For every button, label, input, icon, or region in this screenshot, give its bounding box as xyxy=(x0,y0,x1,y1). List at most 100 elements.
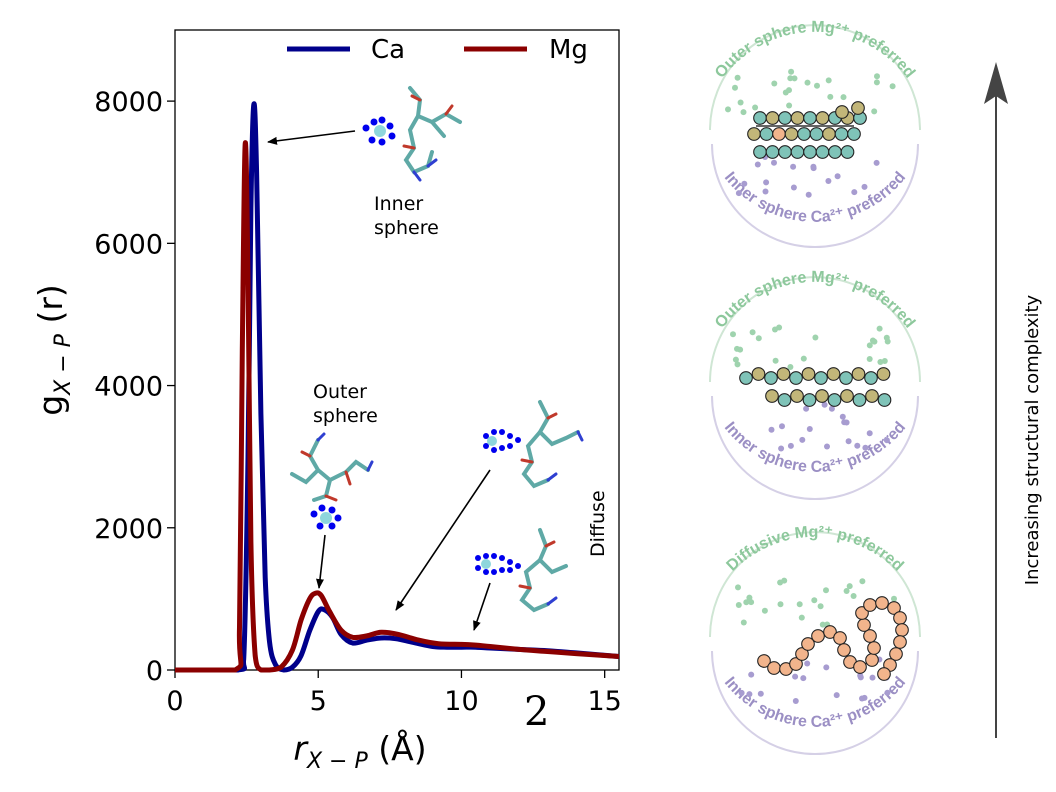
ca-ion-dot xyxy=(851,189,858,196)
mg-ion-dot xyxy=(735,602,742,608)
chain-bead xyxy=(865,653,879,667)
molecule-diffuse-illustration-2 xyxy=(475,528,568,613)
y-ticks: 0 2000 4000 6000 8000 xyxy=(94,87,175,687)
mg-ion-dot xyxy=(796,601,803,608)
mg-ion-dot xyxy=(748,599,755,606)
mg-ion-dot xyxy=(734,361,741,368)
chain-bead xyxy=(840,389,854,403)
ca-ion-dot xyxy=(845,438,852,445)
mg-ion-dot xyxy=(871,108,878,115)
mg-ion-dot xyxy=(746,594,753,601)
mg-ion-dot xyxy=(823,587,829,594)
chain-bead xyxy=(795,647,809,661)
mg-ion-dot xyxy=(743,599,750,606)
chain-bead xyxy=(857,618,871,632)
mg-ion-dot xyxy=(786,102,793,109)
mg-ion-dot xyxy=(811,597,818,604)
chain-bead xyxy=(815,145,830,159)
chain-bead xyxy=(837,643,851,657)
chain-bead xyxy=(809,127,824,141)
ca-ion-dot xyxy=(825,178,832,184)
legend-label-mg: Mg xyxy=(549,35,588,65)
mg-ion-dot xyxy=(725,106,731,113)
chain-bead xyxy=(867,641,881,655)
schematic-1-chain xyxy=(747,101,867,159)
ca-ion-dot xyxy=(866,430,873,437)
ca-ion-dot xyxy=(810,165,817,172)
ca-ion-dot xyxy=(746,691,753,698)
chain-bead xyxy=(764,371,778,385)
inner-sphere-label-line1: Inner xyxy=(374,193,423,215)
chain-bead xyxy=(815,389,829,403)
molecule-diffuse-illustration-1 xyxy=(483,400,584,489)
mg-ion-dot xyxy=(843,588,850,594)
mg-ion-dot xyxy=(786,87,792,94)
chain-bead xyxy=(864,371,878,385)
chain-bead xyxy=(835,105,849,119)
ca-ion-dot xyxy=(738,690,745,696)
chain-bead xyxy=(865,389,879,403)
chain-bead xyxy=(739,371,753,385)
diffuse-arrow-1 xyxy=(395,469,491,611)
chain-bead xyxy=(889,647,903,661)
chain-bead xyxy=(803,145,817,159)
chain-bead xyxy=(893,635,907,649)
diffuse-arrow-2 xyxy=(473,582,491,631)
mg-ion-dot xyxy=(874,73,880,80)
chain-bead xyxy=(863,598,877,612)
y-tick-label: 0 xyxy=(146,656,163,687)
mg-ion-dot xyxy=(800,355,807,362)
mg-ion-dot xyxy=(734,74,741,81)
mg-ion-dot xyxy=(804,79,811,86)
y-tick-label: 2000 xyxy=(94,514,163,545)
mg-ion-dot xyxy=(772,357,779,364)
ca-ion-dot xyxy=(763,179,770,186)
chain-bead xyxy=(801,637,815,651)
mg-ion-dot xyxy=(866,356,873,362)
x-ticks: 0 5 10 15 xyxy=(166,670,622,717)
chain-bead xyxy=(767,661,781,675)
chain-bead xyxy=(747,127,761,141)
ca-ion-dot xyxy=(833,692,840,699)
chain-bead xyxy=(847,127,861,141)
schematic-1-top-label: Outer sphere Mg²⁺ preferred xyxy=(712,19,918,82)
chain-bead xyxy=(802,393,817,407)
schematic-2-bottom-label: Inner sphere Ca²⁺ preferred xyxy=(721,419,909,476)
series-lines xyxy=(175,101,620,673)
x-tick-label: 0 xyxy=(166,686,183,717)
ca-ion-dot xyxy=(790,184,797,191)
ca-ion-dot xyxy=(778,445,785,452)
y-tick-label: 4000 xyxy=(94,372,163,403)
mg-ion-dot xyxy=(817,603,824,610)
chain-bead xyxy=(893,611,907,625)
ca-ion-dot xyxy=(823,664,830,671)
chain-bead xyxy=(757,654,771,668)
mg-ion-dot xyxy=(814,82,820,89)
mg-ion-dot xyxy=(752,104,759,111)
diffuse-label: Diffuse xyxy=(587,490,609,557)
ca-ion-dot xyxy=(857,672,864,679)
mg-ion-dot xyxy=(840,94,847,101)
schematic-3-chain xyxy=(757,596,909,681)
chain-bead xyxy=(875,596,889,610)
schematic-3-top-label: Diffusive Mg²⁺ preferred xyxy=(724,524,907,575)
chain-bead xyxy=(765,111,780,125)
legend: Ca Mg xyxy=(287,35,588,65)
mg-ion-dot xyxy=(819,621,826,628)
series-line-mg xyxy=(175,140,620,673)
chain-bead xyxy=(797,127,811,141)
x-tick-label: 5 xyxy=(310,686,327,717)
molecule-outer-sphere-illustration xyxy=(290,432,374,530)
chain-bead xyxy=(778,111,792,125)
mg-ion-dot xyxy=(772,326,778,333)
chain-bead xyxy=(826,367,841,381)
schematic-3-bottom-label: Inner sphere Ca²⁺ preferred xyxy=(721,674,909,731)
chain-bead xyxy=(833,631,847,645)
ca-ion-dot xyxy=(787,442,794,449)
chain-bead xyxy=(759,127,774,141)
y-axis-title: gX − P (r) xyxy=(31,284,76,416)
chain-bead xyxy=(839,371,853,385)
chain-bead xyxy=(777,393,792,407)
ca-ion-dot xyxy=(862,444,869,451)
mg-ion-dot xyxy=(798,614,805,621)
